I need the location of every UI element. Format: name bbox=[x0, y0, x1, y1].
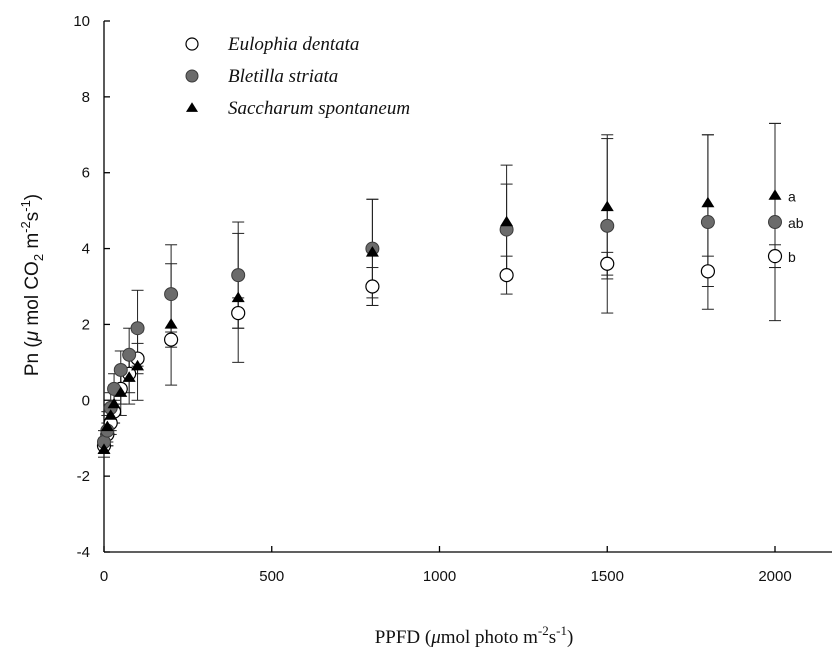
data-point bbox=[700, 264, 716, 279]
data-point bbox=[701, 196, 715, 208]
data-point bbox=[231, 291, 245, 303]
y-tick-label: 0 bbox=[82, 392, 90, 409]
data-point bbox=[164, 318, 178, 329]
data-point bbox=[104, 409, 118, 420]
axes: -4 -2 0 2 4 6 8 10 0 500 1000 1500 2000 bbox=[73, 13, 832, 585]
y-tick-label: 8 bbox=[82, 89, 90, 106]
data-point bbox=[130, 321, 145, 336]
data-point bbox=[365, 246, 379, 257]
data-point bbox=[600, 200, 614, 212]
data-point bbox=[500, 215, 514, 227]
y-axis-label: Pn (μ mol CO2 m-2s-1) bbox=[18, 194, 46, 376]
data-point bbox=[231, 268, 246, 283]
data-point bbox=[100, 420, 114, 432]
y-tick-label: -4 bbox=[77, 544, 90, 561]
legend-label: Bletilla striata bbox=[228, 66, 338, 87]
data-point bbox=[231, 305, 246, 321]
y-tick-label: 10 bbox=[73, 13, 90, 30]
data-point bbox=[164, 332, 179, 347]
x-tick-label: 1500 bbox=[591, 568, 624, 585]
data-point bbox=[600, 256, 615, 271]
series-3 bbox=[98, 122, 781, 458]
significance-label: ab bbox=[788, 215, 804, 231]
data-point bbox=[122, 347, 137, 362]
data-point bbox=[767, 249, 783, 264]
x-tick-label: 2000 bbox=[758, 568, 791, 585]
series-1 bbox=[98, 244, 781, 454]
legend-label: Eulophia dentata bbox=[227, 34, 359, 55]
legend-label: Saccharum spontaneum bbox=[228, 98, 410, 119]
series-3-markers: a bbox=[97, 188, 796, 454]
x-tick-label: 500 bbox=[259, 568, 284, 585]
legend-marker bbox=[186, 102, 198, 112]
significance-label: a bbox=[788, 188, 796, 204]
y-tick-label: -2 bbox=[77, 468, 90, 485]
y-tick-label: 2 bbox=[82, 316, 90, 333]
x-axis-label: PPFD (μmol photo m-2s-1) bbox=[375, 623, 574, 648]
legend-marker bbox=[185, 37, 199, 51]
data-point bbox=[164, 287, 179, 302]
data-point bbox=[122, 371, 136, 382]
data-points: b ab a bbox=[96, 122, 804, 458]
data-point bbox=[107, 397, 121, 409]
data-point bbox=[700, 215, 715, 230]
data-point bbox=[768, 189, 782, 200]
series-2-markers: ab bbox=[97, 215, 804, 450]
x-tick-label: 1000 bbox=[423, 568, 456, 585]
series-2 bbox=[98, 122, 781, 454]
data-point bbox=[499, 268, 514, 283]
y-tick-label: 4 bbox=[82, 241, 90, 258]
data-point bbox=[97, 443, 111, 454]
legend: Eulophia dentata Bletilla striata Saccharu… bbox=[185, 34, 410, 119]
data-point bbox=[768, 215, 782, 230]
series-1-markers: b bbox=[96, 249, 796, 453]
y-tick-label: 6 bbox=[82, 165, 90, 182]
data-point bbox=[131, 359, 145, 371]
data-point bbox=[600, 218, 615, 233]
legend-item: Bletilla striata bbox=[185, 66, 338, 87]
data-point bbox=[365, 279, 380, 294]
legend-marker bbox=[185, 69, 199, 83]
data-point bbox=[114, 386, 128, 397]
legend-item: Eulophia dentata bbox=[185, 34, 359, 55]
x-tick-label: 0 bbox=[100, 568, 108, 585]
significance-label: b bbox=[788, 249, 796, 265]
data-point bbox=[113, 362, 128, 377]
legend-item: Saccharum spontaneum bbox=[186, 98, 410, 119]
